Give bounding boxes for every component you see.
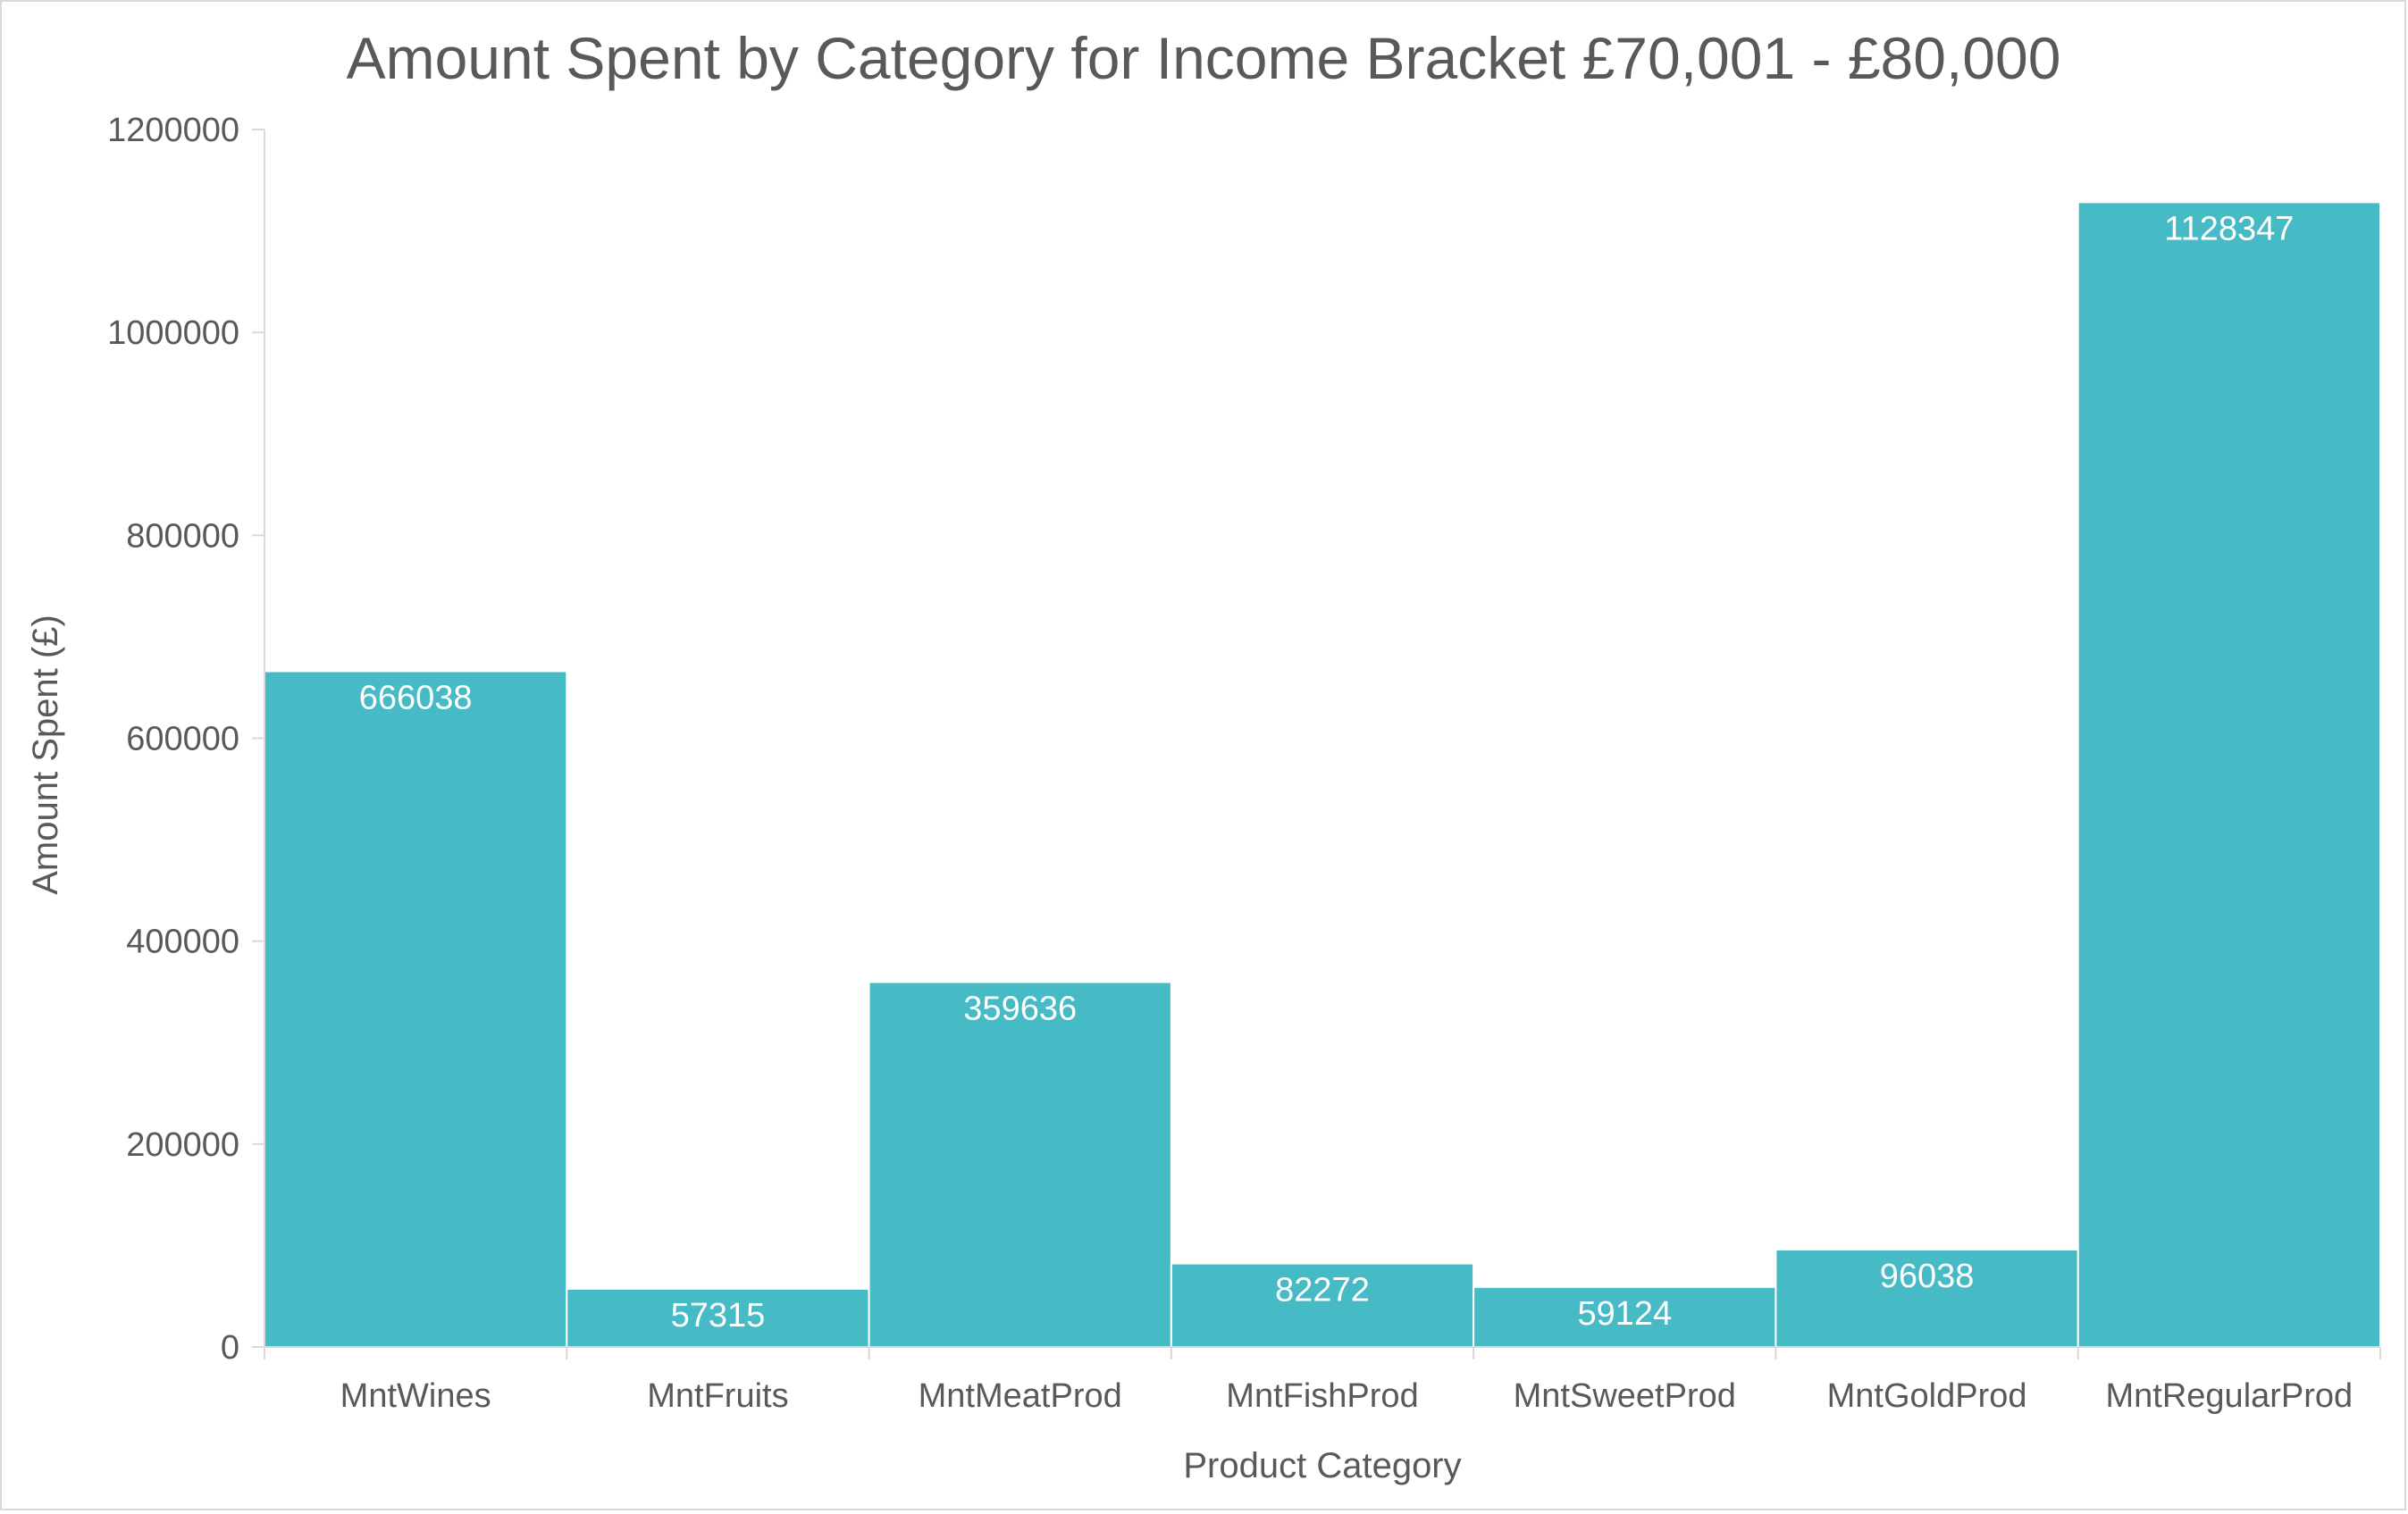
bar-MntMeatProd bbox=[868, 981, 1172, 1348]
bars-group bbox=[264, 201, 2382, 1349]
data-label-MntRegularProd: 1128347 bbox=[2164, 210, 2294, 247]
x-tick-label-MntFruits: MntFruits bbox=[647, 1377, 788, 1415]
y-tick-label-0: 0 bbox=[221, 1329, 239, 1367]
x-tick-label-MntMeatProd: MntMeatProd bbox=[919, 1377, 1122, 1415]
y-tick-label-200000: 200000 bbox=[126, 1126, 239, 1164]
y-tick-label-400000: 400000 bbox=[126, 924, 239, 961]
data-label-MntFishProd: 82272 bbox=[1275, 1272, 1370, 1309]
bar-MntFruits bbox=[566, 1287, 870, 1348]
y-tick-label-600000: 600000 bbox=[126, 721, 239, 758]
data-label-MntMeatProd: 359636 bbox=[963, 991, 1077, 1028]
data-label-MntSweetProd: 59124 bbox=[1577, 1295, 1672, 1333]
y-tick-label-1000000: 1000000 bbox=[107, 314, 239, 352]
y-axis-title: Amount Spent (£) bbox=[26, 615, 65, 895]
x-tick-label-MntGoldProd: MntGoldProd bbox=[1827, 1377, 2027, 1415]
bar-MntFishProd bbox=[1170, 1262, 1475, 1349]
data-label-MntWines: 666038 bbox=[359, 679, 473, 716]
data-label-MntFruits: 57315 bbox=[671, 1297, 766, 1334]
y-axis: 0 200000 400000 600000 800000 1000000 1200000 bbox=[107, 112, 265, 1367]
x-axis: MntWines MntFruits MntMeatProd MntFishProd M… bbox=[264, 1346, 2381, 1415]
bar-MntGoldProd bbox=[1775, 1248, 2079, 1349]
x-tick-label-MntRegularProd: MntRegularProd bbox=[2106, 1377, 2353, 1415]
x-tick-label-MntFishProd: MntFishProd bbox=[1226, 1377, 1418, 1415]
bar-MntRegularProd bbox=[2077, 201, 2382, 1348]
chart-title: Amount Spent by Category for Income Brac… bbox=[347, 25, 2061, 91]
data-label-MntGoldProd: 96038 bbox=[1880, 1258, 1975, 1295]
data-labels-group: 666038 57315 359636 82272 59124 96038 1128347 bbox=[359, 210, 2295, 1334]
y-tick-label-1200000: 1200000 bbox=[107, 112, 239, 149]
y-tick-label-800000: 800000 bbox=[126, 517, 239, 555]
bar-MntWines bbox=[264, 670, 568, 1348]
x-tick-label-MntSweetProd: MntSweetProd bbox=[1514, 1377, 1736, 1415]
x-axis-title: Product Category bbox=[1183, 1446, 1461, 1485]
x-tick-label-MntWines: MntWines bbox=[340, 1377, 491, 1415]
